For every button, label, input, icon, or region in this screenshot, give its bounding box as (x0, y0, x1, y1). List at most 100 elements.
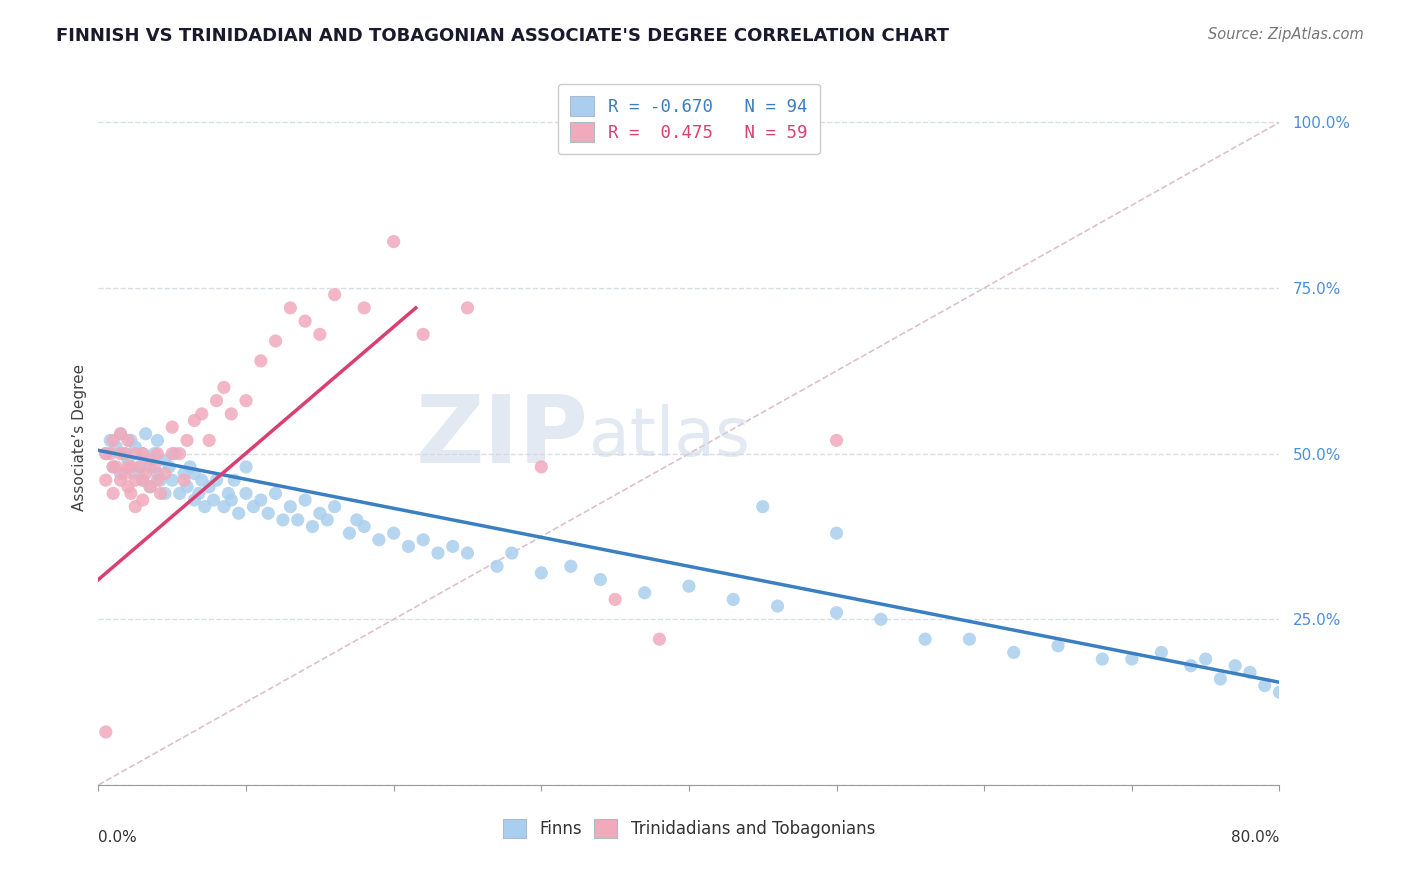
Point (382, 526, 405, 541)
Legend: Finns, Trinidadians and Tobagonians: Finns, Trinidadians and Tobagonians (495, 810, 883, 847)
Point (353, 519, 375, 533)
Point (117, 459, 139, 474)
Point (110, 426, 132, 441)
Point (120, 434, 142, 448)
Point (309, 327, 332, 342)
Point (149, 473, 172, 487)
Point (1225, 658, 1247, 673)
Point (457, 546, 479, 560)
Point (169, 486, 191, 500)
Point (103, 486, 125, 500)
Point (146, 434, 169, 448)
Point (114, 447, 136, 461)
Point (752, 500, 775, 514)
Point (412, 533, 434, 547)
Point (271, 513, 294, 527)
Text: Source: ZipAtlas.com: Source: ZipAtlas.com (1208, 27, 1364, 42)
Point (212, 500, 235, 514)
Y-axis label: Associate’s Degree: Associate’s Degree (72, 364, 87, 510)
Point (1046, 639, 1070, 653)
Point (103, 459, 125, 474)
Point (870, 612, 893, 626)
Point (191, 407, 214, 421)
Point (149, 486, 172, 500)
Point (1209, 672, 1232, 686)
Point (146, 447, 169, 461)
Point (959, 632, 981, 647)
Point (183, 467, 205, 481)
Point (301, 519, 323, 533)
Point (309, 506, 332, 520)
Point (139, 480, 162, 494)
Point (221, 493, 243, 508)
Point (105, 440, 128, 454)
Point (176, 434, 198, 448)
Point (212, 380, 235, 394)
Point (110, 473, 132, 487)
Point (183, 413, 205, 427)
Point (1150, 645, 1173, 659)
Point (1002, 645, 1025, 659)
Point (94, 447, 117, 461)
Point (723, 592, 745, 607)
Point (183, 493, 205, 508)
Point (1091, 652, 1114, 666)
Point (114, 467, 136, 481)
Point (382, 235, 405, 249)
Point (323, 287, 346, 301)
Point (173, 467, 195, 481)
Point (287, 513, 309, 527)
Point (132, 473, 155, 487)
Point (117, 434, 139, 448)
Point (202, 493, 225, 508)
Point (825, 606, 848, 620)
Point (153, 467, 176, 481)
Point (146, 467, 169, 481)
Text: 0.0%: 0.0% (98, 830, 138, 846)
Point (412, 327, 434, 342)
Point (124, 467, 146, 481)
Point (530, 566, 553, 580)
Point (634, 586, 657, 600)
Point (501, 546, 523, 560)
Point (124, 473, 146, 487)
Point (264, 486, 287, 500)
Point (135, 467, 157, 481)
Point (205, 473, 228, 487)
Point (1268, 685, 1291, 699)
Point (143, 447, 166, 461)
Point (139, 459, 162, 474)
Point (235, 459, 257, 474)
Point (110, 426, 132, 441)
Point (250, 354, 273, 368)
Point (198, 480, 221, 494)
Point (117, 480, 139, 494)
Point (560, 559, 582, 574)
Point (339, 526, 361, 541)
Point (94, 473, 117, 487)
Point (110, 467, 132, 481)
Point (139, 480, 162, 494)
Point (242, 500, 264, 514)
Point (124, 440, 146, 454)
Point (153, 453, 176, 467)
Point (132, 447, 155, 461)
Point (128, 459, 150, 474)
Point (221, 407, 243, 421)
Point (173, 473, 195, 487)
Point (132, 473, 155, 487)
Point (346, 513, 368, 527)
Point (124, 500, 146, 514)
Point (117, 453, 139, 467)
Point (165, 447, 187, 461)
Point (124, 447, 146, 461)
Point (194, 500, 217, 514)
Point (179, 459, 201, 474)
Point (398, 540, 420, 554)
Point (457, 301, 479, 315)
Point (187, 486, 209, 500)
Point (98, 434, 121, 448)
Point (162, 447, 183, 461)
Point (316, 513, 339, 527)
Point (114, 447, 136, 461)
